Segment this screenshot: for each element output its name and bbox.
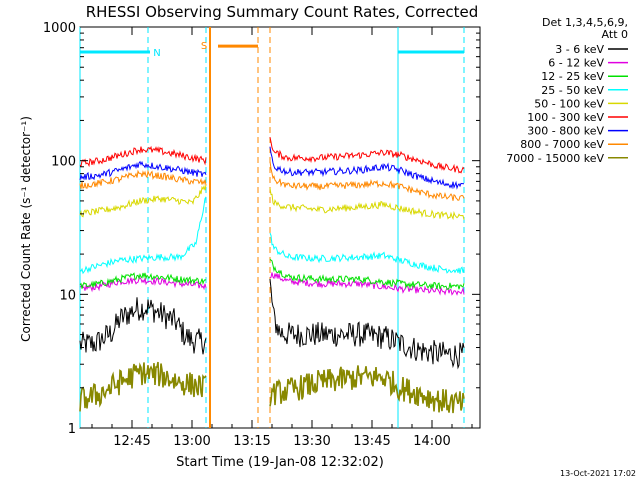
flag-label: S — [201, 41, 207, 52]
series-line — [79, 145, 207, 168]
series-line — [269, 137, 465, 174]
x-tick-label: 13:45 — [353, 434, 390, 449]
series-line — [79, 196, 207, 275]
timestamp-stamp: 13-Oct-2021 17:02 — [560, 469, 636, 478]
series-line — [79, 272, 207, 289]
plot-area: N S 12:45 13:00 13:15 13:30 13:45 14:00 1 10 100 10… — [43, 21, 628, 449]
series-line — [269, 278, 465, 370]
legend-label: 50 - 100 keV — [534, 97, 604, 110]
legend-label: 7000 - 15000 keV — [506, 152, 604, 165]
detector-header-line1: Det 1,3,4,5,6,9, — [542, 16, 628, 29]
y-axis-label: Corrected Count Rate (s⁻¹ detector⁻¹) — [19, 116, 33, 342]
x-tick-label: 13:15 — [233, 434, 270, 449]
legend-label: 300 - 800 keV — [527, 125, 604, 138]
detector-header-line2: Att 0 — [602, 28, 628, 41]
series-line — [79, 160, 207, 181]
y-tick-label: 1000 — [43, 21, 76, 36]
series-line — [269, 161, 465, 201]
y-tick-label: 10 — [59, 288, 76, 303]
legend-label: 12 - 25 keV — [541, 70, 604, 83]
legend-label: 800 - 7000 keV — [520, 138, 604, 151]
x-tick-label: 13:30 — [293, 434, 330, 449]
flag-label: N — [153, 48, 160, 59]
x-tick-label: 13:00 — [173, 434, 210, 449]
series-line — [269, 365, 465, 414]
series-line — [79, 169, 207, 189]
legend-label: 3 - 6 keV — [555, 43, 604, 56]
y-tick-label: 100 — [51, 155, 76, 170]
legend-label: 25 - 50 keV — [541, 84, 604, 97]
series-line — [79, 184, 207, 218]
legend-label: 100 - 300 keV — [527, 111, 604, 124]
x-tick-label: 14:00 — [413, 434, 450, 449]
series-line — [79, 297, 207, 355]
series-line — [269, 232, 465, 274]
x-tick-label: 12:45 — [113, 434, 150, 449]
series-line — [79, 277, 207, 293]
legend-label: 6 - 12 keV — [548, 57, 604, 70]
x-axis-label: Start Time (19-Jan-08 12:32:02) — [176, 455, 384, 470]
y-tick-label: 1 — [68, 422, 76, 437]
chart-title: RHESSI Observing Summary Count Rates, Co… — [86, 3, 479, 21]
series-line — [79, 361, 207, 412]
series-line — [269, 258, 465, 291]
series-line — [269, 188, 465, 221]
series-line — [269, 146, 465, 190]
